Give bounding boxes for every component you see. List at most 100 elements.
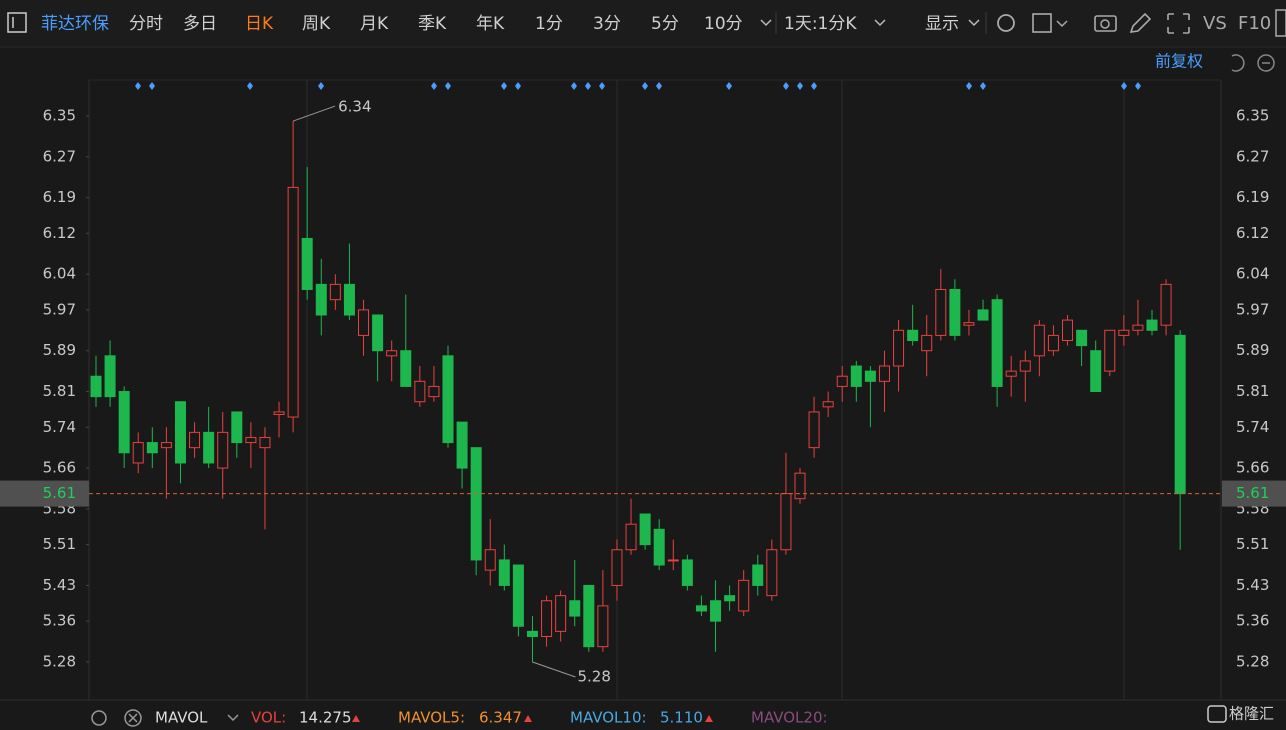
tab[interactable]: 多日 <box>183 14 217 34</box>
event-marker <box>135 82 141 90</box>
logo: 格隆汇 <box>1229 705 1274 723</box>
panel-icon[interactable] <box>1275 9 1286 37</box>
candle-body <box>907 329 919 342</box>
period-select[interactable]: 1天:1分K <box>784 14 857 34</box>
tab[interactable]: 5分 <box>651 14 679 34</box>
candle-body <box>667 559 679 562</box>
candle-body <box>245 436 257 444</box>
dropdown-arrow[interactable] <box>968 19 980 27</box>
candle-body <box>174 401 186 464</box>
indicator-close[interactable] <box>124 709 142 727</box>
y-tick-label-right: 5.74 <box>1236 418 1269 436</box>
candle-body <box>724 595 736 602</box>
draw-icon[interactable] <box>1129 12 1152 33</box>
y-tick-label-right: 6.19 <box>1236 188 1269 206</box>
y-tick-label: 6.12 <box>43 224 76 242</box>
tab[interactable]: 月K <box>360 14 389 34</box>
vs-button[interactable]: VS <box>1203 13 1227 34</box>
event-marker <box>726 82 732 90</box>
candle-body <box>160 442 172 449</box>
sidebar-toggle[interactable] <box>7 12 27 33</box>
candle-body <box>935 288 947 336</box>
y-tick-label: 5.74 <box>43 418 76 436</box>
candle-body <box>189 431 201 449</box>
indicator-settings[interactable] <box>91 710 107 726</box>
candle-body <box>1104 329 1116 372</box>
y-tick-label-right: 5.81 <box>1236 382 1269 400</box>
event-marker <box>445 82 451 90</box>
dropdown-arrow[interactable] <box>874 19 886 27</box>
candle-body <box>372 314 384 352</box>
candle-body <box>132 442 144 464</box>
candle-body <box>963 322 975 326</box>
annotation-line <box>292 105 336 122</box>
candle-body <box>653 528 665 566</box>
annotation-line <box>532 661 576 678</box>
candle-body <box>400 350 412 387</box>
event-marker <box>1135 82 1141 90</box>
y-tick-label: 5.97 <box>43 300 76 318</box>
tab[interactable]: 年K <box>476 14 505 34</box>
candle-body <box>118 391 130 454</box>
candle-body <box>1118 329 1130 336</box>
reset-icon[interactable] <box>1231 54 1245 72</box>
stock-name[interactable]: 菲达环保 <box>41 14 109 34</box>
candle-body <box>526 630 538 637</box>
candle-body <box>231 411 243 444</box>
dropdown-arrow[interactable] <box>760 19 772 27</box>
tab[interactable]: 1分 <box>535 14 563 34</box>
event-marker <box>797 82 803 90</box>
high-annotation: 6.34 <box>338 98 371 116</box>
tab[interactable]: 周K <box>302 14 331 34</box>
y-tick-label-right: 6.27 <box>1236 147 1269 165</box>
indicator-name[interactable]: MAVOL <box>155 709 208 727</box>
candle-body <box>203 431 215 464</box>
y-tick-label-right: 5.43 <box>1236 576 1269 594</box>
candle-body <box>597 605 609 648</box>
candle-body <box>1090 350 1102 393</box>
y-tick-label: 5.36 <box>43 612 76 630</box>
candle-body <box>738 579 750 612</box>
candle-body <box>259 436 271 449</box>
event-marker <box>811 82 817 90</box>
candle-body <box>710 600 722 622</box>
adjust-button[interactable]: 前复权 <box>1155 52 1203 71</box>
y-tick-label: 5.51 <box>43 535 76 553</box>
tab[interactable]: 10分 <box>704 14 743 34</box>
candle-body <box>386 350 398 357</box>
close-x <box>128 713 138 723</box>
tab[interactable]: 季K <box>418 14 447 34</box>
candle-body <box>836 375 848 387</box>
y-tick-label-right: 5.51 <box>1236 535 1269 553</box>
display-menu[interactable]: 显示 <box>925 14 959 34</box>
candle-body <box>1062 319 1074 342</box>
tab[interactable]: 分时 <box>129 14 163 34</box>
f10-button[interactable]: F10 <box>1238 13 1271 34</box>
zoom-out-icon[interactable] <box>1257 54 1275 72</box>
tab-active[interactable]: 日K <box>245 14 274 34</box>
candle-body <box>850 365 862 387</box>
candle-body <box>1076 329 1088 347</box>
shape-icon[interactable] <box>1032 13 1052 33</box>
dropdown-arrow[interactable] <box>1056 20 1068 28</box>
dropdown-arrow[interactable] <box>227 714 239 722</box>
mavol20-label: MAVOL20: <box>751 709 828 727</box>
mavol10-label: MAVOL10: <box>570 709 647 727</box>
candle-body <box>569 600 581 617</box>
candle-body <box>428 385 440 398</box>
camera-icon[interactable] <box>1094 15 1117 32</box>
camera-lens <box>1100 19 1110 29</box>
up-arrow <box>524 715 532 722</box>
event-marker <box>980 82 986 90</box>
mavol5-label: MAVOL5: <box>398 709 465 727</box>
candle-body <box>1047 334 1059 352</box>
up-arrow <box>352 715 360 722</box>
tab[interactable]: 3分 <box>593 14 621 34</box>
candle-body <box>893 329 905 367</box>
candle-body <box>287 186 299 418</box>
candle-body <box>442 355 454 444</box>
settings-icon[interactable] <box>997 14 1015 32</box>
fullscreen-icon[interactable] <box>1167 13 1190 34</box>
low-annotation: 5.28 <box>577 667 610 685</box>
candle-body <box>301 237 313 290</box>
